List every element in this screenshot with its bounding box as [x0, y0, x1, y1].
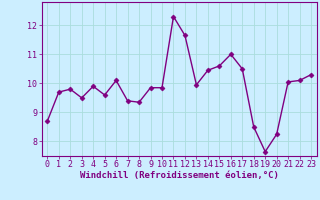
X-axis label: Windchill (Refroidissement éolien,°C): Windchill (Refroidissement éolien,°C)	[80, 171, 279, 180]
